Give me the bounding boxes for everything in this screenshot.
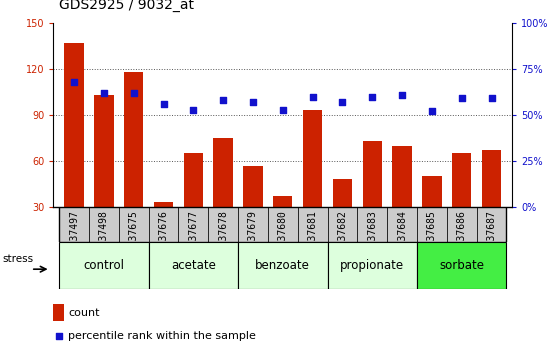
Bar — [452, 153, 472, 207]
Text: GSM137497: GSM137497 — [69, 210, 79, 263]
Bar — [298, 207, 328, 242]
Text: GSM137675: GSM137675 — [129, 210, 139, 263]
Bar — [119, 207, 148, 242]
Bar — [53, 304, 64, 321]
Text: control: control — [83, 259, 124, 272]
Text: GSM137680: GSM137680 — [278, 210, 288, 263]
Bar — [59, 242, 148, 289]
Point — [54, 333, 63, 339]
Bar — [243, 166, 263, 207]
Point — [338, 99, 347, 105]
Text: GSM137682: GSM137682 — [338, 210, 347, 263]
Point — [398, 92, 407, 98]
Text: GSM137677: GSM137677 — [188, 210, 198, 263]
Point — [457, 96, 466, 101]
Text: sorbate: sorbate — [439, 259, 484, 272]
Text: GSM137678: GSM137678 — [218, 210, 228, 263]
Bar — [477, 207, 506, 242]
Point — [368, 94, 377, 99]
Bar — [89, 207, 119, 242]
Text: GSM137685: GSM137685 — [427, 210, 437, 263]
Bar — [387, 207, 417, 242]
Bar — [328, 207, 357, 242]
Bar — [208, 207, 238, 242]
Text: percentile rank within the sample: percentile rank within the sample — [68, 331, 256, 341]
Bar — [333, 179, 352, 207]
Bar — [328, 242, 417, 289]
Text: stress: stress — [3, 253, 34, 264]
Bar — [357, 207, 387, 242]
Bar — [417, 242, 506, 289]
Bar — [447, 207, 477, 242]
Bar — [59, 207, 89, 242]
Point — [249, 99, 258, 105]
Bar — [184, 153, 203, 207]
Bar — [213, 138, 233, 207]
Text: GSM137676: GSM137676 — [158, 210, 169, 263]
Point — [189, 107, 198, 112]
Point — [487, 96, 496, 101]
Point — [308, 94, 317, 99]
Bar — [238, 242, 328, 289]
Bar — [393, 146, 412, 207]
Text: benzoate: benzoate — [255, 259, 310, 272]
Bar — [154, 202, 173, 207]
Text: GSM137681: GSM137681 — [307, 210, 318, 263]
Bar — [124, 72, 143, 207]
Bar — [148, 207, 179, 242]
Bar — [482, 150, 501, 207]
Text: count: count — [68, 308, 100, 318]
Text: GSM137686: GSM137686 — [457, 210, 466, 263]
Bar — [148, 242, 238, 289]
Text: GSM137687: GSM137687 — [487, 210, 497, 263]
Bar — [179, 207, 208, 242]
Point — [219, 97, 228, 103]
Bar — [268, 207, 298, 242]
Text: GSM137679: GSM137679 — [248, 210, 258, 263]
Text: GDS2925 / 9032_at: GDS2925 / 9032_at — [59, 0, 194, 12]
Text: GSM137684: GSM137684 — [397, 210, 407, 263]
Bar — [303, 110, 323, 207]
Point — [129, 90, 138, 96]
Text: propionate: propionate — [340, 259, 404, 272]
Text: acetate: acetate — [171, 259, 216, 272]
Bar — [273, 196, 292, 207]
Bar — [94, 95, 114, 207]
Text: GSM137683: GSM137683 — [367, 210, 377, 263]
Point — [159, 101, 168, 107]
Point — [69, 79, 78, 85]
Bar — [422, 176, 442, 207]
Bar — [238, 207, 268, 242]
Point — [427, 109, 436, 114]
Point — [278, 107, 287, 112]
Bar — [362, 141, 382, 207]
Bar — [64, 43, 84, 207]
Text: GSM137498: GSM137498 — [99, 210, 109, 263]
Bar — [417, 207, 447, 242]
Point — [100, 90, 109, 96]
